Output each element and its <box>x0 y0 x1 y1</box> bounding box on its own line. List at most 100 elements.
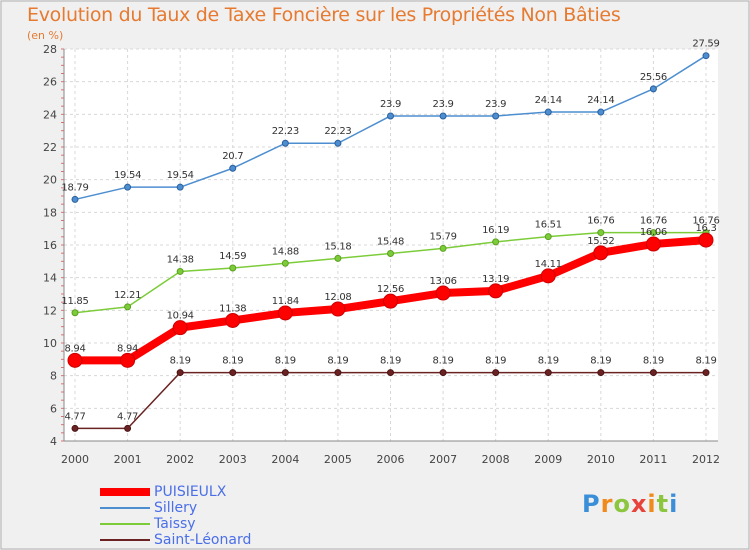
data-label: 16.76 <box>640 216 667 227</box>
data-label: 8.19 <box>695 356 716 367</box>
data-label: 25.56 <box>640 72 667 83</box>
legend-swatch <box>100 523 150 525</box>
y-tick-label: 22 <box>43 141 57 154</box>
legend-item-saint-leonard: Saint-Léonard <box>100 532 251 548</box>
data-point <box>334 369 342 377</box>
data-point <box>229 264 237 272</box>
data-point <box>176 183 184 191</box>
y-tick-label: 16 <box>43 239 57 252</box>
legend-label: Taissy <box>154 516 196 532</box>
data-label: 4.77 <box>64 411 85 422</box>
data-label: 16.51 <box>535 220 562 231</box>
data-label: 8.94 <box>64 343 85 354</box>
data-label: 16.19 <box>482 225 509 236</box>
data-point <box>172 320 188 336</box>
data-point <box>649 85 657 93</box>
data-point <box>281 139 289 147</box>
data-point <box>124 424 132 432</box>
legend-label: Saint-Léonard <box>154 532 252 548</box>
data-label: 11.85 <box>61 296 88 307</box>
x-tick-label: 2004 <box>271 453 299 466</box>
data-label: 8.19 <box>433 356 454 367</box>
data-point <box>540 268 556 284</box>
data-label: 11.38 <box>219 303 246 314</box>
legend-swatch <box>100 488 150 496</box>
data-point <box>176 369 184 377</box>
data-point <box>544 369 552 377</box>
proxiti-logo: Proxiti <box>582 490 679 518</box>
data-label: 22.23 <box>324 126 351 137</box>
data-point <box>597 229 605 237</box>
data-label: 14.38 <box>167 254 194 265</box>
x-tick-label: 2011 <box>639 453 667 466</box>
x-tick-label: 2003 <box>219 453 247 466</box>
data-label: 20.7 <box>222 151 243 162</box>
y-tick-label: 12 <box>43 304 57 317</box>
data-label: 11.84 <box>272 296 299 307</box>
data-point <box>225 312 241 328</box>
data-point <box>387 249 394 257</box>
legend-label: Sillery <box>154 500 198 516</box>
data-point <box>492 238 500 246</box>
data-point <box>492 112 500 120</box>
y-tick-label: 4 <box>50 435 57 448</box>
x-tick-label: 2001 <box>114 453 142 466</box>
legend-swatch <box>100 539 150 541</box>
data-point <box>649 229 657 237</box>
unit-label: (en %) <box>27 29 64 42</box>
data-point <box>645 236 661 252</box>
data-label: 19.54 <box>114 170 141 181</box>
data-point <box>439 112 447 120</box>
data-point <box>281 259 289 267</box>
data-label: 8.19 <box>327 356 348 367</box>
data-point <box>698 232 714 248</box>
legend-item-puisieulx: PUISIEULX <box>100 484 251 500</box>
data-label: 24.14 <box>535 95 562 106</box>
data-label: 14.59 <box>219 251 246 262</box>
y-tick-label: 10 <box>43 337 57 350</box>
data-point <box>176 267 184 275</box>
data-label: 15.48 <box>377 236 404 247</box>
data-point <box>435 285 451 301</box>
data-label: 18.79 <box>61 182 88 193</box>
y-tick-label: 18 <box>43 206 57 219</box>
data-point <box>124 303 132 311</box>
data-label: 8.19 <box>538 356 559 367</box>
x-tick-label: 2009 <box>534 453 562 466</box>
legend-item-taissy: Taissy <box>100 516 251 532</box>
data-point <box>597 108 605 116</box>
data-point <box>597 369 605 377</box>
data-label: 15.79 <box>430 231 457 242</box>
data-label: 27.59 <box>692 39 719 50</box>
data-label: 16.06 <box>640 227 667 238</box>
data-point <box>649 369 657 377</box>
data-label: 23.9 <box>485 99 506 110</box>
data-label: 8.19 <box>485 356 506 367</box>
data-point <box>334 139 342 147</box>
data-point <box>120 352 136 368</box>
data-label: 8.94 <box>117 343 138 354</box>
y-tick-label: 6 <box>50 402 57 415</box>
data-point <box>229 369 237 377</box>
data-point <box>387 369 394 377</box>
data-point <box>544 233 552 241</box>
data-label: 8.19 <box>170 356 191 367</box>
data-point <box>67 352 83 368</box>
data-label: 19.54 <box>167 170 194 181</box>
data-point <box>488 283 504 299</box>
data-label: 16.76 <box>587 216 614 227</box>
data-label: 10.94 <box>167 311 194 322</box>
x-tick-label: 2012 <box>692 453 720 466</box>
data-label: 8.19 <box>275 356 296 367</box>
data-point <box>124 183 132 191</box>
data-label: 8.19 <box>590 356 611 367</box>
data-label: 14.11 <box>535 259 562 270</box>
y-tick-label: 20 <box>43 174 57 187</box>
data-label: 4.77 <box>117 411 138 422</box>
data-point <box>387 112 394 120</box>
y-tick-label: 8 <box>50 370 57 383</box>
legend-item-sillery: Sillery <box>100 500 251 516</box>
data-label: 14.88 <box>272 246 299 257</box>
